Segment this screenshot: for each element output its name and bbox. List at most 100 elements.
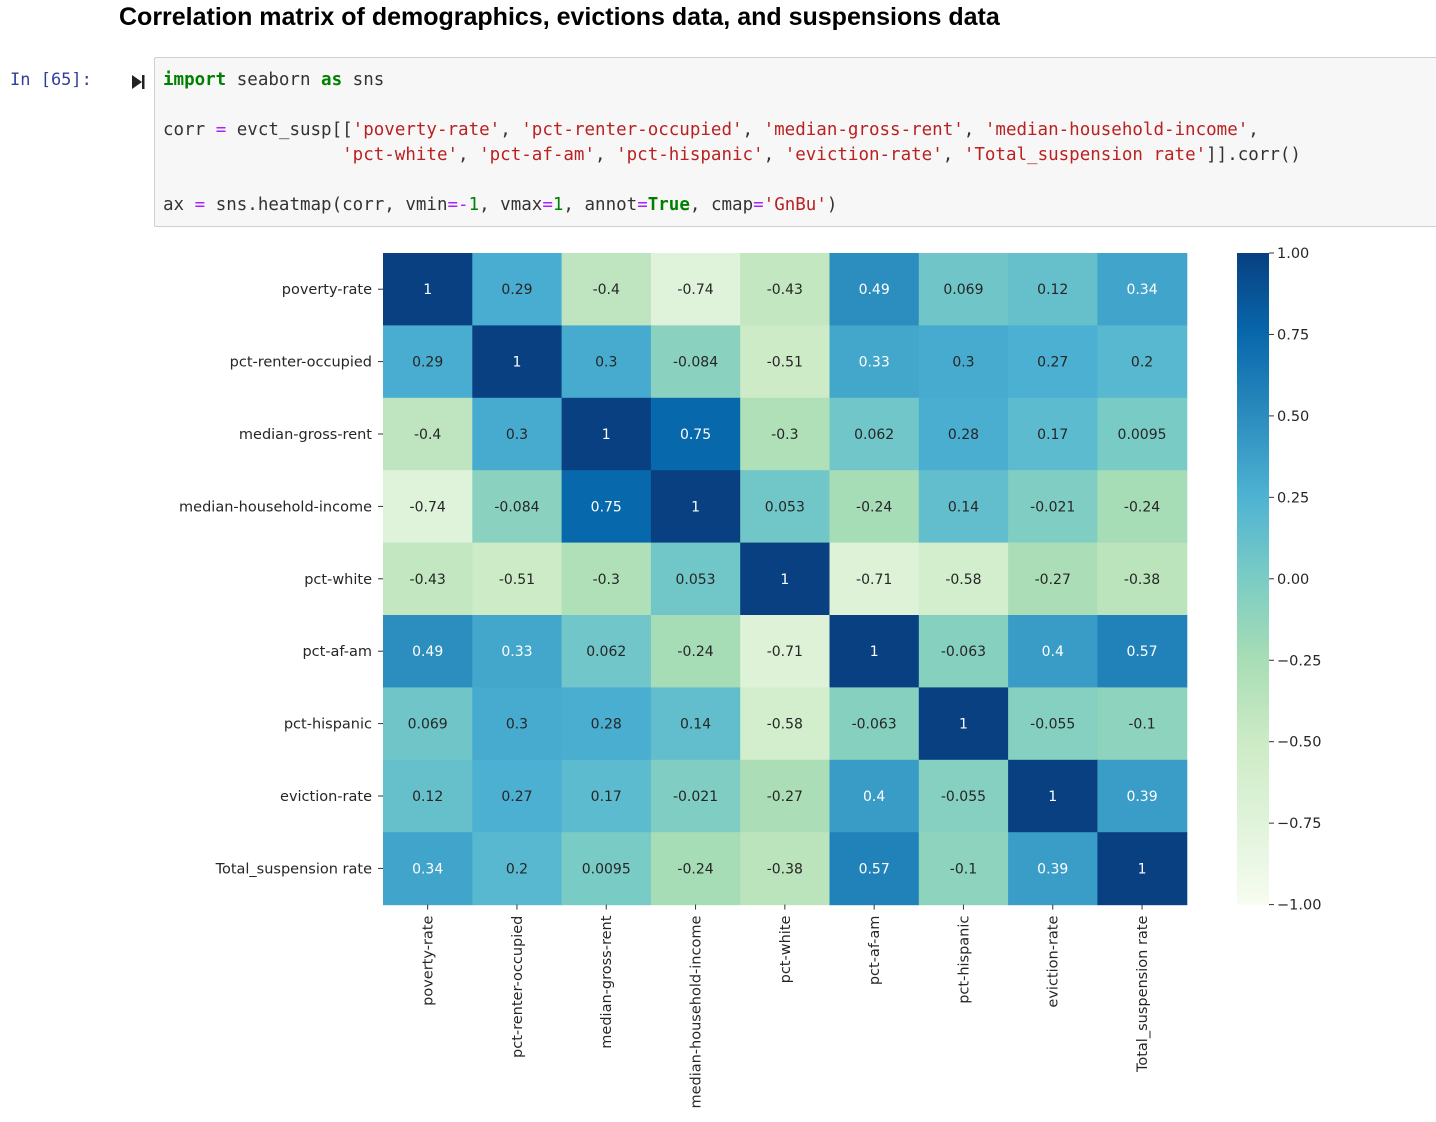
heatmap-cell xyxy=(561,325,652,399)
heatmap-cell xyxy=(561,253,652,326)
cell-annotation: -0.4 xyxy=(414,427,441,443)
heatmap-cell xyxy=(650,325,741,399)
colorbar-tick-label: 0.75 xyxy=(1277,327,1309,343)
cell-annotation: 1 xyxy=(1138,861,1147,877)
heatmap-cell xyxy=(472,759,563,833)
code-token: sns xyxy=(342,70,385,90)
cell-annotation: -0.055 xyxy=(941,789,986,805)
cell-annotation: 1 xyxy=(423,282,432,298)
y-tick-label: pct-hispanic xyxy=(284,717,372,733)
cell-annotation: -0.021 xyxy=(673,789,718,805)
cell-annotation: -0.084 xyxy=(494,499,539,515)
cell-annotation: 1 xyxy=(602,427,611,443)
heatmap-cell xyxy=(1008,542,1098,616)
heatmap-cell xyxy=(918,470,1009,544)
heatmap-cell xyxy=(472,832,563,906)
code-token: , xyxy=(742,120,764,140)
code-token: , annot xyxy=(563,195,638,215)
cell-annotation: 0.053 xyxy=(765,499,805,515)
heatmap-cell xyxy=(829,615,920,688)
code-token: evct_susp[[ xyxy=(226,120,353,140)
cell-annotation: 1 xyxy=(512,355,521,371)
code-token: 'pct-renter-occupied' xyxy=(521,120,743,140)
code-token: = xyxy=(215,120,227,140)
heatmap-cell xyxy=(1097,759,1188,833)
cell-annotation: -0.74 xyxy=(410,499,446,515)
heatmap-cell xyxy=(1008,470,1098,544)
cell-annotation: 0.27 xyxy=(501,789,532,805)
heatmap-cell xyxy=(561,542,652,616)
cell-annotation: 0.3 xyxy=(506,717,528,733)
cell-annotation: -0.51 xyxy=(767,355,803,371)
code-token: ax xyxy=(163,195,195,215)
cell-annotation: 0.34 xyxy=(412,861,443,877)
heatmap-cell xyxy=(561,397,652,471)
heatmap-cell xyxy=(918,832,1009,906)
heatmap-cell xyxy=(1008,615,1098,688)
code-cell-editor[interactable]: import seaborn as sns corr = evct_susp[[… xyxy=(154,57,1436,227)
heatmap-cell xyxy=(740,759,831,833)
cell-annotation: 0.069 xyxy=(943,282,983,298)
heatmap-cell xyxy=(740,325,831,399)
cell-annotation: 0.49 xyxy=(412,644,443,660)
code-token: 'eviction-rate' xyxy=(784,145,943,165)
y-tick-label: median-gross-rent xyxy=(239,427,372,443)
heatmap-cell xyxy=(472,253,563,326)
code-token: 'Total_suspension rate' xyxy=(963,145,1207,165)
code-token: , xyxy=(500,120,522,140)
code-token: , xyxy=(1248,120,1259,140)
cell-annotation: 0.27 xyxy=(1037,355,1068,371)
code-token: sns.heatmap(corr, vmin xyxy=(205,195,448,215)
cell-annotation: -0.51 xyxy=(499,572,535,588)
heatmap-cell xyxy=(472,615,563,688)
cell-annotation: 0.12 xyxy=(1037,282,1068,298)
cell-annotation: -0.27 xyxy=(1035,572,1071,588)
heatmap-cell xyxy=(1008,253,1098,326)
heatmap-cell xyxy=(829,542,920,616)
heatmap-cell xyxy=(918,253,1009,326)
cell-annotation: 0.34 xyxy=(1126,282,1157,298)
cell-annotation: 0.29 xyxy=(501,282,532,298)
x-tick-label: poverty-rate xyxy=(421,916,437,1006)
code-token: True xyxy=(647,195,690,215)
x-tick-label: pct-hispanic xyxy=(956,916,972,1004)
heatmap-cell xyxy=(918,325,1009,399)
cell-annotation: 0.57 xyxy=(859,861,890,877)
y-tick-label: Total_suspension rate xyxy=(215,861,373,877)
section-heading: Correlation matrix of demographics, evic… xyxy=(119,3,1000,31)
code-token: as xyxy=(321,70,343,90)
correlation-heatmap: 1 0.29 -0.4 -0.74 -0.43 0.49 0.069 0.12 0.34 0.29… xyxy=(179,246,1321,1109)
cell-annotation: 0.12 xyxy=(412,789,443,805)
code-token: ) xyxy=(826,195,838,215)
cell-annotation: 1 xyxy=(959,717,968,733)
cell-annotation: 0.4 xyxy=(1042,644,1064,660)
code-token: = xyxy=(542,195,553,215)
cell-annotation: -0.74 xyxy=(677,282,713,298)
run-cell-icon[interactable] xyxy=(130,73,146,91)
heatmap-cell xyxy=(561,615,652,688)
code-token: ]].corr() xyxy=(1206,145,1301,165)
cell-annotation: 0.39 xyxy=(1037,861,1068,877)
cell-annotation: -0.43 xyxy=(767,282,803,298)
code-line: 'pct-white', 'pct-af-am', 'pct-hispanic'… xyxy=(163,145,1301,165)
heatmap-cell xyxy=(740,832,831,906)
cell-annotation: 1 xyxy=(780,572,789,588)
cell-annotation: 0.49 xyxy=(859,282,890,298)
y-tick-label: pct-af-am xyxy=(302,644,372,660)
cell-annotation: 0.0095 xyxy=(582,861,631,877)
x-tick-label: pct-af-am xyxy=(867,916,883,986)
heatmap-cell xyxy=(1097,832,1188,906)
heatmap-cell xyxy=(740,253,831,326)
heatmap-cell xyxy=(829,759,920,833)
code-token: =- xyxy=(447,195,469,215)
cell-annotation: 0.3 xyxy=(595,355,617,371)
cell-annotation: -0.021 xyxy=(1030,499,1075,515)
code-token: 'GnBu' xyxy=(763,195,827,215)
code-token: , xyxy=(458,145,480,165)
heatmap-cell xyxy=(650,687,741,761)
code-text[interactable]: import seaborn as sns corr = evct_susp[[… xyxy=(163,68,1301,218)
cell-annotation: 0.33 xyxy=(859,355,890,371)
heatmap-cell xyxy=(650,832,741,906)
cell-annotation: -0.38 xyxy=(767,861,803,877)
code-token: 'median-household-income' xyxy=(984,120,1249,140)
